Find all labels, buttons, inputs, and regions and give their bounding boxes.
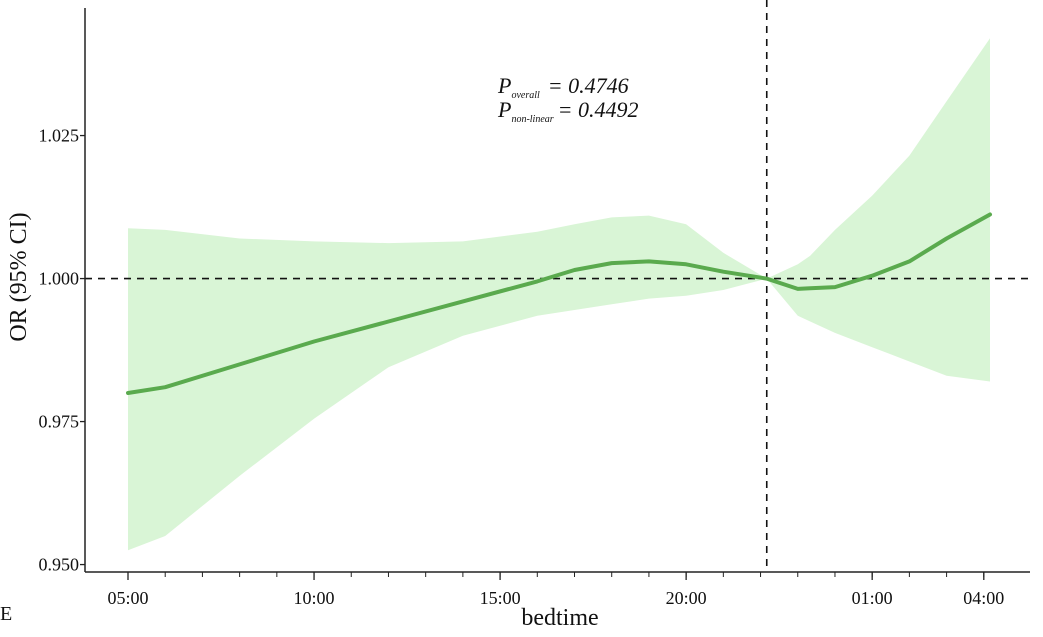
x-tick-label: 04:00 [963, 588, 1004, 608]
x-tick-label: 15:00 [480, 588, 521, 608]
svg-text:Poverall= 0.4746: Poverall = 0.4746 [497, 73, 629, 101]
y-tick-label: 0.975 [39, 412, 80, 432]
reference-lines [85, 0, 1030, 572]
y-tick-label: 1.000 [39, 269, 80, 289]
confidence-band-layer [128, 38, 990, 551]
confidence-band-0 [128, 38, 990, 551]
p-overall-symbol: P [497, 73, 511, 98]
p-value-annotation: Poverall = 0.4746 Pnon-linear = 0.4492 [497, 73, 639, 125]
y-tick-label: 1.025 [39, 126, 80, 146]
or-curve-layer [126, 212, 992, 395]
x-tick-label: 05:00 [107, 588, 148, 608]
y-axis-title: OR (95% CI) [6, 212, 32, 341]
p-overall-subscript: overall [511, 90, 540, 101]
x-tick-label: 01:00 [852, 588, 893, 608]
x-tick-label: 10:00 [294, 588, 335, 608]
or-curve-0 [126, 212, 992, 395]
p-nonlinear-value: = 0.4492 [558, 97, 639, 122]
x-tick-label: 20:00 [666, 588, 707, 608]
x-axis-title: bedtime [521, 605, 598, 631]
p-nonlinear-symbol: P [497, 97, 511, 122]
axes: 0.950 0.975 1.000 1.025 05:00 10:00 15:00 20:00… [39, 8, 1030, 608]
y-tick-label: 0.950 [39, 555, 80, 575]
svg-text:Pnon-linear= 0.4492: Pnon-linear = 0.4492 [497, 97, 639, 125]
p-overall-value: = 0.4746 [548, 73, 629, 98]
p-nonlinear-subscript: non-linear [511, 114, 553, 125]
panel-label: E [0, 603, 13, 625]
